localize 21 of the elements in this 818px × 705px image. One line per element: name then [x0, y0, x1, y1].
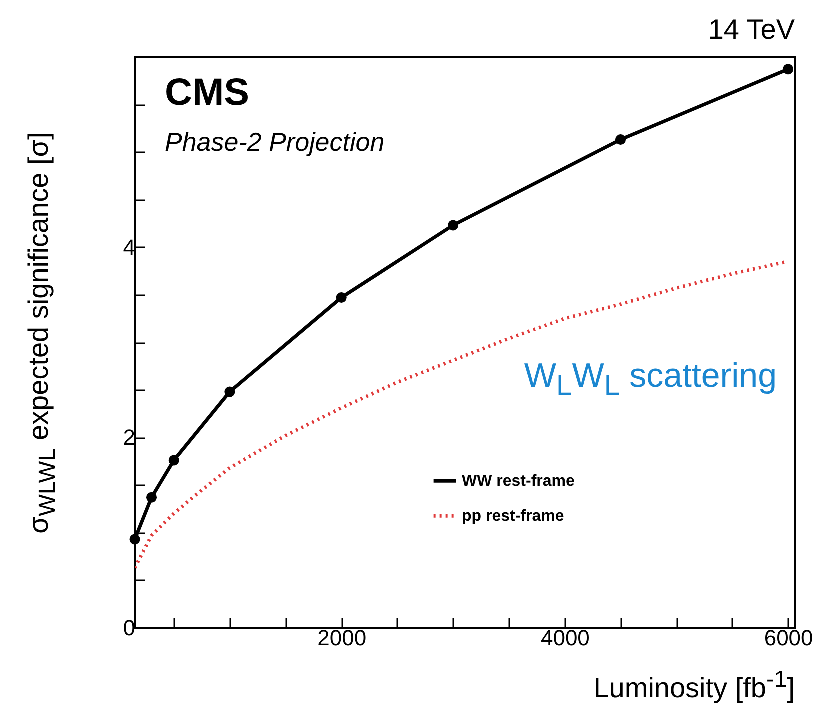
text: 14 TeV — [708, 14, 795, 46]
point — [783, 64, 794, 75]
point — [448, 220, 459, 231]
point — [130, 534, 140, 545]
x-axis-title: Luminosity [fb$^{-1}$] — [594, 666, 795, 704]
point — [336, 292, 347, 304]
x-tick-label: 2000 — [318, 626, 367, 650]
legend-label: WW rest-frame — [462, 473, 576, 490]
point — [224, 386, 236, 398]
y-tick-label: 4 — [123, 234, 136, 260]
annotation: Phase-2 Projection — [165, 127, 385, 158]
x-tick-label: 6000 — [764, 626, 814, 650]
legend-label: pp rest-frame — [462, 508, 564, 526]
annotation: W$_{L}$W$_{L}$ scattering — [524, 357, 777, 403]
point — [146, 492, 157, 503]
y-tick-label: 2 — [123, 425, 136, 450]
y-tick-label: 0 — [123, 616, 136, 640]
annotation: CMS — [165, 72, 250, 115]
point — [616, 134, 626, 146]
x-tick-label: 4000 — [540, 626, 590, 650]
point — [168, 455, 180, 466]
